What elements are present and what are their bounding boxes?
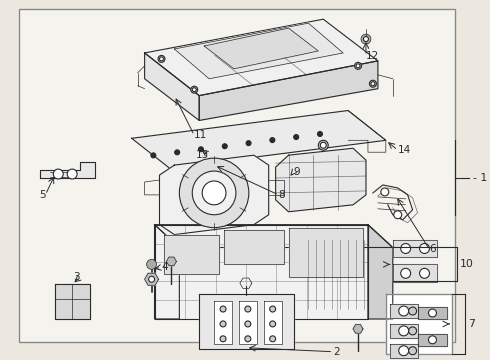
Circle shape (220, 306, 226, 312)
Circle shape (245, 336, 251, 342)
Circle shape (220, 321, 226, 327)
Circle shape (419, 243, 430, 253)
Polygon shape (167, 257, 176, 266)
Polygon shape (224, 230, 284, 264)
Circle shape (245, 306, 251, 312)
Circle shape (270, 336, 276, 342)
Circle shape (192, 88, 196, 92)
Polygon shape (204, 28, 318, 69)
Polygon shape (264, 301, 282, 344)
Circle shape (401, 268, 411, 278)
Circle shape (270, 306, 276, 312)
Circle shape (151, 153, 156, 158)
Polygon shape (145, 53, 199, 121)
Text: 3: 3 (74, 272, 80, 282)
Text: 14: 14 (398, 145, 411, 155)
Circle shape (401, 243, 411, 253)
Circle shape (202, 181, 226, 205)
Circle shape (191, 86, 198, 93)
Polygon shape (386, 294, 452, 354)
Polygon shape (368, 225, 393, 319)
Circle shape (419, 268, 430, 278)
Circle shape (381, 188, 389, 196)
Polygon shape (393, 264, 438, 282)
Polygon shape (390, 304, 417, 318)
Circle shape (428, 336, 437, 344)
Polygon shape (390, 324, 417, 338)
Circle shape (246, 141, 251, 146)
Circle shape (220, 336, 226, 342)
Circle shape (270, 321, 276, 327)
Polygon shape (353, 325, 363, 333)
Polygon shape (55, 284, 90, 319)
Circle shape (409, 347, 416, 355)
Circle shape (147, 260, 156, 269)
Circle shape (160, 57, 164, 61)
Text: 2: 2 (333, 347, 340, 357)
Circle shape (198, 147, 203, 152)
Circle shape (356, 64, 360, 68)
Text: 8: 8 (279, 190, 285, 200)
Circle shape (399, 306, 409, 316)
Circle shape (318, 140, 328, 150)
Text: 9: 9 (294, 167, 300, 177)
Polygon shape (199, 294, 294, 349)
Text: - 1: - 1 (473, 173, 488, 183)
Polygon shape (40, 162, 95, 178)
Polygon shape (390, 344, 417, 358)
Circle shape (409, 327, 416, 335)
Text: 13: 13 (196, 150, 209, 160)
Polygon shape (154, 225, 393, 247)
Polygon shape (165, 235, 219, 274)
Bar (19, 9, 455, 342)
Circle shape (270, 138, 275, 143)
Text: 11: 11 (194, 130, 207, 140)
Text: 6: 6 (430, 244, 436, 255)
Circle shape (428, 309, 437, 317)
Polygon shape (145, 19, 378, 96)
Text: 4: 4 (162, 262, 168, 273)
Circle shape (409, 307, 416, 315)
Text: 7: 7 (468, 319, 475, 329)
Text: 10: 10 (460, 259, 474, 269)
Circle shape (371, 82, 375, 86)
Circle shape (369, 80, 376, 87)
Circle shape (67, 169, 77, 179)
Circle shape (294, 135, 298, 140)
Circle shape (53, 169, 63, 179)
Circle shape (179, 158, 249, 228)
Circle shape (320, 142, 326, 148)
Polygon shape (289, 228, 363, 277)
Circle shape (318, 131, 322, 136)
Polygon shape (154, 225, 179, 319)
Circle shape (158, 55, 165, 62)
Circle shape (355, 62, 362, 69)
Circle shape (361, 34, 371, 44)
Polygon shape (145, 273, 159, 285)
Circle shape (174, 150, 180, 155)
Polygon shape (239, 301, 257, 344)
Polygon shape (393, 239, 438, 257)
Circle shape (245, 321, 251, 327)
Circle shape (222, 144, 227, 149)
Polygon shape (160, 155, 269, 235)
Circle shape (399, 346, 409, 356)
Text: 12: 12 (366, 51, 379, 61)
Polygon shape (154, 225, 368, 319)
Polygon shape (132, 111, 386, 168)
Circle shape (364, 37, 368, 41)
Polygon shape (276, 148, 366, 212)
Polygon shape (199, 61, 378, 121)
Polygon shape (174, 23, 343, 79)
Polygon shape (214, 301, 232, 344)
Circle shape (192, 171, 236, 215)
Circle shape (148, 276, 154, 282)
Polygon shape (417, 307, 447, 319)
Text: 5: 5 (39, 190, 46, 200)
Polygon shape (417, 334, 447, 346)
Circle shape (399, 326, 409, 336)
Circle shape (394, 211, 402, 219)
